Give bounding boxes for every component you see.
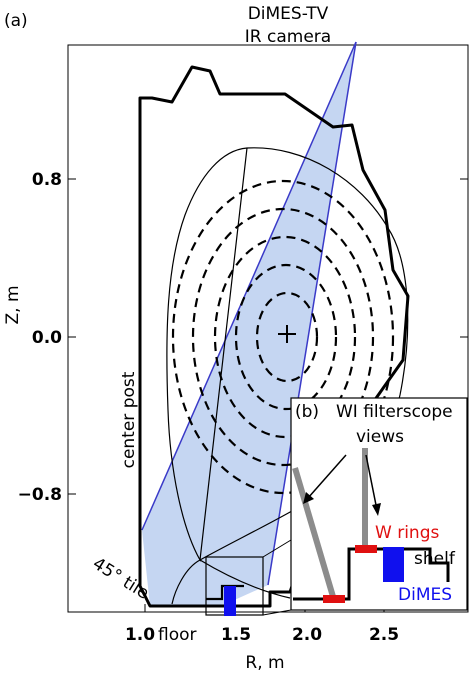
floor-label: floor xyxy=(158,625,197,645)
view-cone-edge-right xyxy=(267,41,357,586)
tile-label: 45° tile xyxy=(89,554,152,604)
zoom-connector-bottom xyxy=(262,609,292,616)
x-axis-title: R, m xyxy=(245,653,284,673)
mini-dimes xyxy=(224,586,236,616)
shelf-label: shelf xyxy=(414,549,456,569)
flux-surface-1 xyxy=(171,179,395,495)
sightline-left xyxy=(292,467,337,601)
x-tick-label-2.5: 2.5 xyxy=(369,625,399,645)
flux-surface-2 xyxy=(191,207,375,467)
camera-label-line2: IR camera xyxy=(245,27,331,47)
flux-surface-5 xyxy=(255,291,319,383)
y-tick-label-0.0: 0.0 xyxy=(32,328,62,348)
filterscope-label-line2: views xyxy=(356,427,404,447)
filterscope-label-line1: WI filterscope xyxy=(336,402,453,422)
zoom-connector-top xyxy=(262,539,292,558)
w-ring-upper xyxy=(355,545,377,553)
panel-b-label: (b) xyxy=(295,402,319,422)
dimes-probe xyxy=(383,547,404,582)
y-tick-label-minus-0.8: −0.8 xyxy=(18,485,62,505)
pointer-right-head xyxy=(372,503,381,516)
flux-surface-4 xyxy=(234,263,338,411)
separatrix-leg xyxy=(199,559,291,599)
x-tick-label-1.5: 1.5 xyxy=(221,625,251,645)
flux-surface-3 xyxy=(213,235,357,439)
dimes-label: DiMES xyxy=(398,585,452,605)
x-tick-label-2.0: 2.0 xyxy=(292,625,322,645)
center-post-label: center post xyxy=(119,371,139,468)
camera-label-line1: DiMES-TV xyxy=(248,4,329,24)
axes-frame xyxy=(67,44,469,613)
inset-b: (b) WI filterscope views W rings shelf D… xyxy=(290,397,468,611)
pointer-left-head xyxy=(303,492,314,504)
vessel-wall xyxy=(138,65,410,608)
magnetic-axis-marker xyxy=(278,325,296,343)
view-cone-edge-left xyxy=(141,41,357,531)
inset-wall-profile xyxy=(293,547,450,601)
x-tick-label-1.0: 1.0 xyxy=(125,625,155,645)
y-axis-title: Z, m xyxy=(3,285,23,324)
y-tick-label-0.8: 0.8 xyxy=(32,170,62,190)
w-rings-label: W rings xyxy=(375,523,439,543)
pointer-left xyxy=(307,454,347,499)
pointer-right xyxy=(365,454,378,511)
flux-surfaces xyxy=(171,179,395,495)
panel-a-label: (a) xyxy=(4,11,28,31)
w-ring-lower xyxy=(323,595,345,603)
